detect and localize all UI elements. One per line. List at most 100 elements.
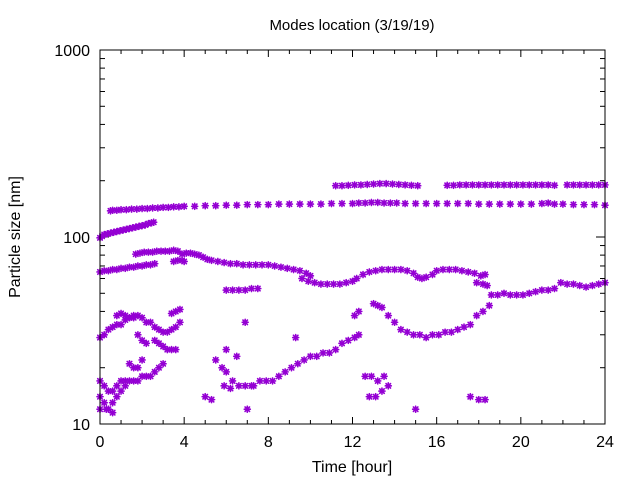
data-point — [384, 265, 393, 274]
data-point — [171, 345, 180, 354]
data-point — [550, 200, 559, 208]
data-point — [338, 199, 346, 208]
data-point — [289, 265, 298, 274]
data-point — [155, 339, 163, 348]
data-point — [397, 265, 405, 274]
data-point — [129, 313, 138, 322]
data-point — [164, 203, 173, 212]
data-point — [222, 201, 231, 209]
data-point — [355, 330, 363, 339]
data-point — [432, 266, 441, 275]
data-point — [243, 405, 252, 413]
data-point — [472, 311, 481, 320]
data-point — [317, 200, 325, 208]
data-point — [207, 395, 216, 404]
data-point — [144, 248, 153, 256]
data-point — [525, 289, 534, 298]
data-point — [434, 330, 443, 339]
data-point — [416, 330, 424, 339]
data-point — [249, 382, 258, 390]
data-point — [222, 368, 231, 376]
data-point — [226, 259, 235, 268]
data-point — [466, 392, 475, 401]
data-point — [538, 286, 546, 294]
data-point — [117, 320, 125, 329]
plot-frame — [99, 49, 606, 425]
data-point — [401, 181, 409, 189]
data-point — [338, 181, 346, 190]
data-point — [500, 289, 508, 298]
data-point — [100, 382, 109, 390]
data-point — [590, 200, 599, 209]
data-point — [232, 259, 241, 268]
data-point — [142, 339, 151, 348]
data-point — [336, 280, 344, 288]
data-point — [201, 201, 210, 210]
data-point — [378, 387, 386, 395]
data-point — [176, 305, 184, 314]
data-point — [117, 377, 125, 385]
data-point — [472, 278, 481, 287]
data-point — [348, 199, 357, 208]
data-point — [293, 359, 302, 368]
data-point — [180, 257, 188, 266]
data-point — [506, 181, 515, 189]
data-point — [527, 200, 536, 208]
data-point — [331, 345, 340, 354]
data-point — [525, 181, 534, 189]
data-point — [495, 200, 504, 208]
data-point — [159, 359, 167, 368]
data-point — [563, 280, 571, 288]
data-point — [493, 181, 502, 189]
data-point — [138, 356, 146, 364]
data-point — [220, 382, 228, 390]
data-point — [300, 356, 308, 364]
data-point — [262, 377, 271, 385]
data-point — [241, 318, 249, 327]
data-point — [319, 349, 327, 357]
data-point — [483, 281, 491, 290]
data-point — [466, 320, 475, 329]
data-point — [380, 372, 388, 381]
data-point — [125, 313, 134, 322]
data-point — [582, 181, 590, 189]
data-point — [453, 325, 462, 334]
data-point — [264, 200, 273, 209]
data-point — [281, 368, 289, 376]
data-point — [268, 377, 277, 385]
data-point — [258, 261, 266, 269]
chart-title: Modes location (3/19/19) — [269, 17, 434, 34]
data-point — [413, 181, 422, 190]
data-point — [365, 268, 374, 276]
data-point — [108, 387, 117, 395]
data-point — [512, 181, 521, 189]
data-point — [222, 286, 231, 294]
data-point — [100, 398, 109, 407]
data-point — [241, 382, 249, 390]
data-point — [369, 180, 378, 188]
data-point — [352, 274, 361, 283]
data-point — [544, 286, 552, 294]
data-point — [146, 318, 155, 327]
data-point — [531, 181, 540, 189]
data-point — [357, 181, 365, 189]
data-point — [142, 318, 151, 327]
data-point — [392, 199, 401, 207]
data-point — [394, 180, 403, 189]
data-point — [468, 181, 477, 189]
data-point — [460, 323, 468, 331]
data-point — [235, 382, 243, 390]
data-point — [582, 283, 590, 291]
data-point — [317, 280, 325, 288]
data-point — [594, 181, 603, 189]
data-point — [108, 398, 117, 407]
data-point — [563, 181, 571, 189]
data-point — [422, 199, 430, 208]
data-point — [403, 266, 412, 275]
data-point — [365, 392, 374, 401]
data-point — [117, 387, 125, 395]
data-point — [228, 286, 237, 294]
data-point — [275, 372, 283, 381]
data-point — [376, 179, 384, 188]
data-point — [464, 268, 473, 276]
